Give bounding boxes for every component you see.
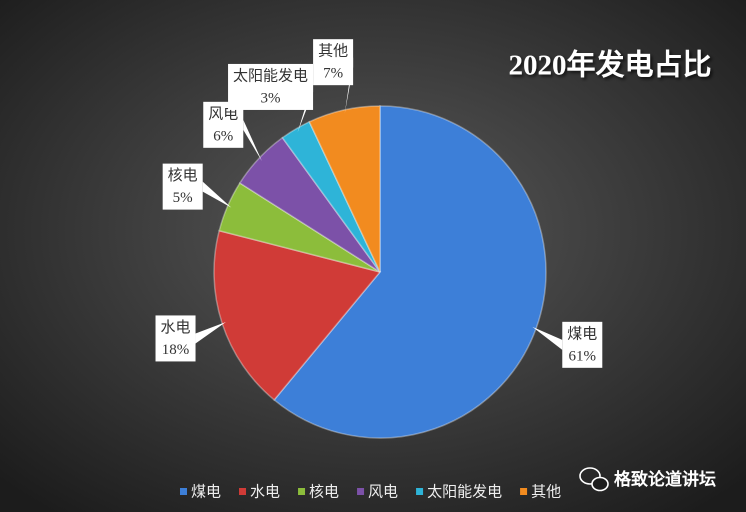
label-pointer — [243, 119, 262, 162]
data-label: 太阳能发电 3% — [228, 63, 314, 133]
label-value: 61% — [569, 348, 597, 364]
label-pointer — [202, 181, 232, 208]
label-value: 6% — [213, 128, 233, 144]
legend-label: 核电 — [309, 483, 339, 501]
chart-title: 2020年发电占比 — [508, 48, 711, 82]
label-box — [228, 63, 314, 110]
legend-marker — [298, 488, 306, 495]
data-label: 核电 5% — [162, 163, 232, 210]
label-value: 3% — [261, 90, 281, 106]
legend-label: 煤电 — [191, 483, 221, 501]
legend-label: 水电 — [250, 483, 280, 501]
legend-label: 风电 — [368, 483, 398, 501]
legend-marker — [180, 488, 187, 495]
label-value: 5% — [173, 190, 193, 206]
pie-slice — [308, 105, 381, 273]
label-pointer — [344, 57, 354, 114]
pie-slice — [213, 229, 382, 401]
legend-label: 其他 — [531, 483, 561, 501]
wechat-icon — [579, 467, 609, 492]
legend-marker — [416, 488, 424, 495]
watermark: 格致论道讲坛 — [614, 469, 716, 490]
label-category: 煤电 — [567, 325, 597, 342]
pie-slice — [281, 120, 381, 273]
label-box — [162, 163, 203, 210]
data-label: 水电 18% — [155, 315, 226, 362]
legend-marker — [357, 488, 365, 495]
pie-slice — [273, 105, 547, 439]
label-box — [562, 321, 603, 368]
legend-marker — [520, 488, 528, 495]
label-pointer — [532, 326, 563, 350]
data-label: 其他 7% — [313, 39, 354, 114]
label-box — [313, 39, 354, 86]
label-pointer — [195, 322, 226, 344]
data-label: 煤电 61% — [532, 321, 603, 368]
label-category: 核电 — [168, 167, 198, 184]
label-category: 太阳能发电 — [233, 67, 308, 84]
label-category: 水电 — [161, 319, 191, 336]
legend-marker — [239, 488, 247, 495]
label-box — [155, 315, 196, 362]
pie-slice — [218, 182, 381, 273]
pie-slice — [238, 136, 381, 273]
label-value: 18% — [162, 342, 190, 358]
label-category: 其他 — [318, 43, 348, 60]
legend-label: 太阳能发电 — [427, 483, 502, 501]
label-value: 7% — [323, 66, 343, 82]
label-pointer — [297, 81, 314, 133]
